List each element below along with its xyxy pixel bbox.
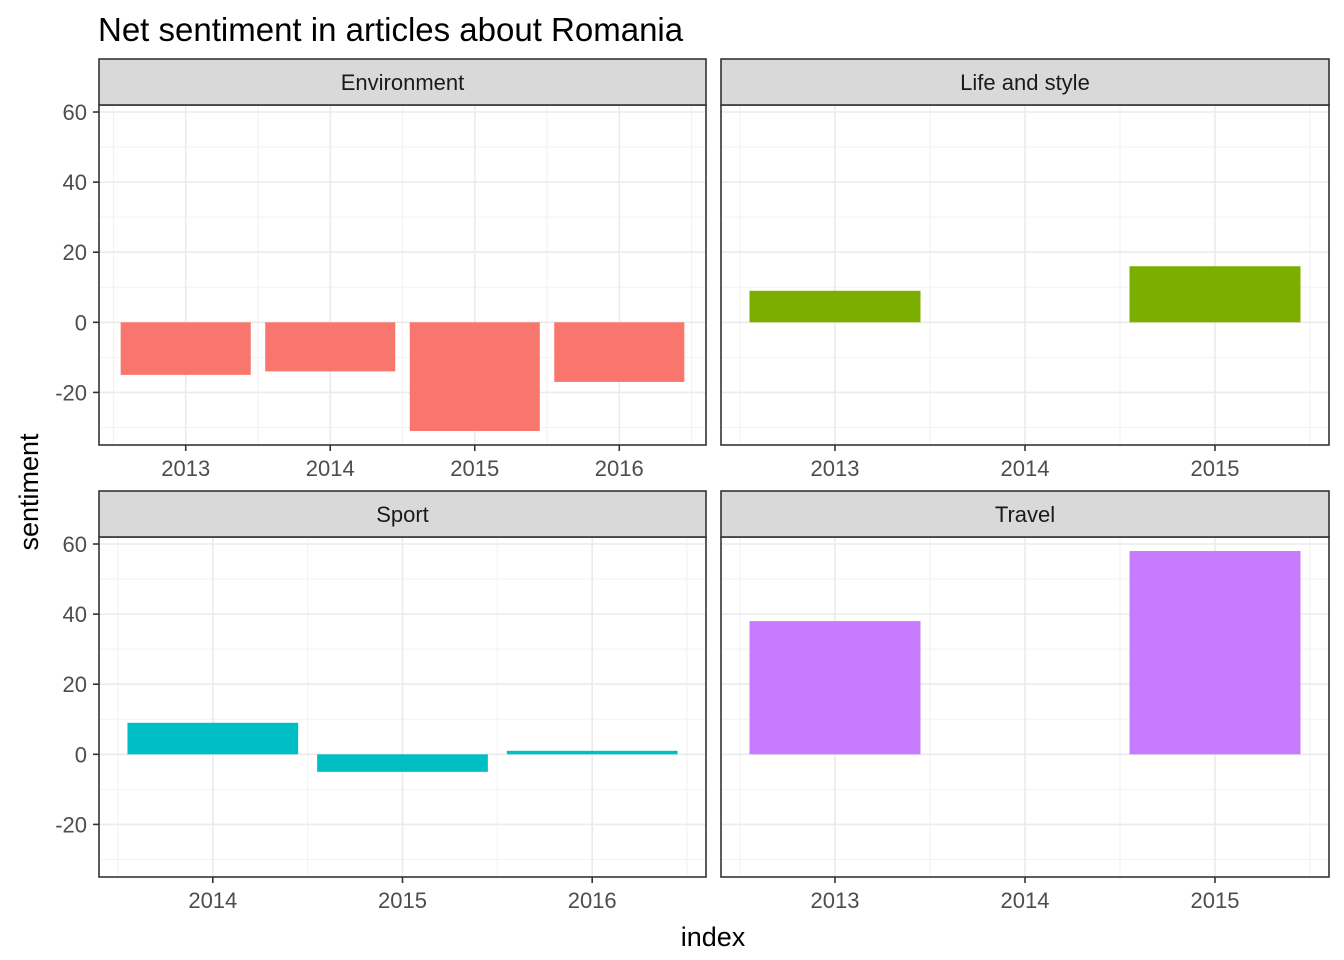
facet-environment: Environment 2013 2014 2015 2016 -20 0 20 40 60	[55, 58, 707, 481]
bar-environment-2014	[265, 322, 396, 372]
facet-strip	[98, 490, 707, 538]
facet-strip	[98, 58, 707, 106]
x-tick-label: 2016	[595, 456, 644, 481]
x-tick-label: 2015	[1191, 888, 1240, 913]
x-tick-label: 2015	[378, 888, 427, 913]
x-tick-label: 2015	[450, 456, 499, 481]
y-tick-label: 20	[63, 240, 87, 265]
facet-strip	[720, 490, 1330, 538]
y-tick-label: -20	[55, 812, 87, 837]
y-tick-label: 40	[63, 170, 87, 195]
bar-sport-2016	[506, 750, 678, 755]
bar-sport-2014	[127, 722, 299, 755]
bar-life-and-style-2013	[749, 290, 921, 323]
y-axis-title: sentiment	[14, 433, 44, 551]
y-tick-label: 60	[63, 100, 87, 125]
x-tick-label: 2016	[568, 888, 617, 913]
bar-environment-2015	[409, 322, 540, 431]
x-tick-label: 2015	[1191, 456, 1240, 481]
bar-travel-2013	[749, 621, 921, 755]
facet-strip	[720, 58, 1330, 106]
bar-environment-2016	[554, 322, 685, 382]
x-tick-label: 2013	[811, 456, 860, 481]
facet-panels: Environment 2013 2014 2015 2016 -20 0 20 40 60 Lif…	[55, 58, 1330, 913]
facet-travel: Travel 2013 2014 2015	[720, 490, 1330, 913]
x-tick-label: 2014	[188, 888, 237, 913]
facet-strip-label: Travel	[995, 502, 1055, 527]
x-axis-title: index	[681, 922, 746, 952]
bar-travel-2015	[1129, 551, 1301, 755]
x-tick-label: 2013	[161, 456, 210, 481]
bar-life-and-style-2015	[1129, 266, 1301, 323]
y-tick-label: 0	[75, 742, 87, 767]
bar-sport-2015	[317, 754, 488, 772]
x-tick-label: 2014	[306, 456, 355, 481]
facet-strip-label: Environment	[341, 70, 465, 95]
facet-life-and-style: Life and style 2013 2014 2015	[720, 58, 1330, 481]
x-tick-label: 2014	[1001, 888, 1050, 913]
y-tick-label: -20	[55, 380, 87, 405]
chart-title: Net sentiment in articles about Romania	[98, 11, 684, 48]
x-tick-label: 2014	[1001, 456, 1050, 481]
x-tick-label: 2013	[811, 888, 860, 913]
facet-strip-label: Sport	[376, 502, 429, 527]
y-tick-label: 0	[75, 310, 87, 335]
y-tick-label: 40	[63, 602, 87, 627]
y-tick-label: 60	[63, 532, 87, 557]
facet-strip-label: Life and style	[960, 70, 1090, 95]
facet-sport: Sport 2014 2015 2016 -20 0 20 40 60	[55, 490, 707, 913]
y-tick-label: 20	[63, 672, 87, 697]
bar-environment-2013	[120, 322, 251, 375]
